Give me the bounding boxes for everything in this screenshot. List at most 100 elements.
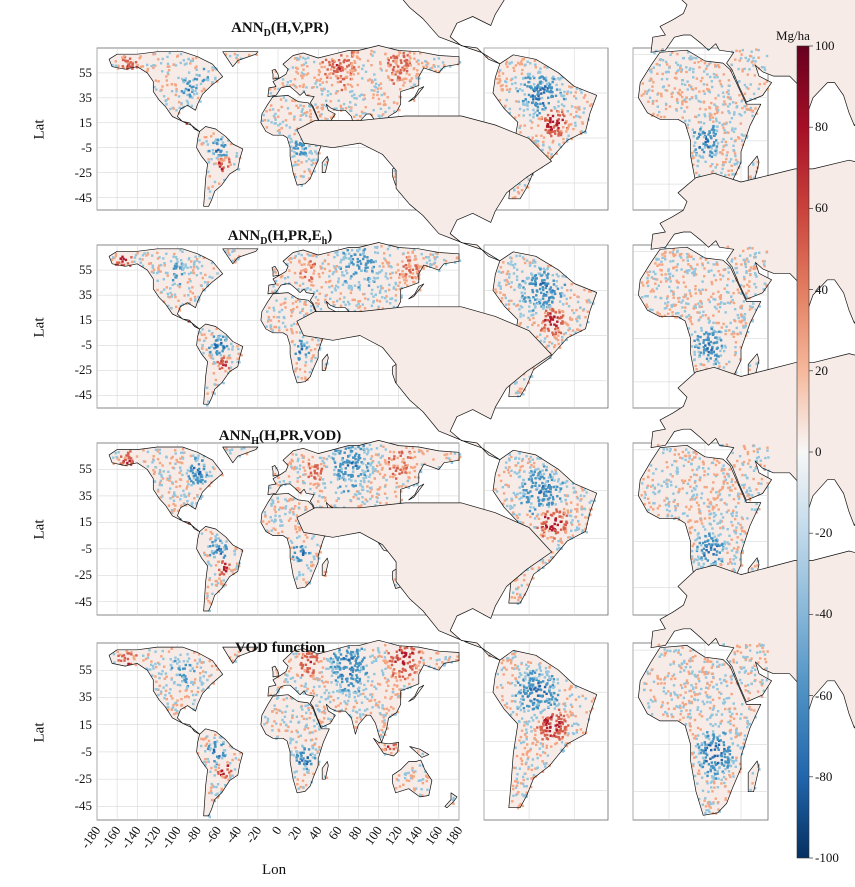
world-map-1-cell xyxy=(396,102,399,105)
world-map-2-cell xyxy=(327,253,330,256)
south-america-map-1-cell xyxy=(554,78,557,81)
africa-map-1-cell xyxy=(730,169,733,172)
world-map-2-cell xyxy=(218,367,222,370)
world-map-2-cell xyxy=(284,297,287,301)
africa-map-2-cell xyxy=(710,269,713,272)
world-map-1-cell xyxy=(116,67,120,70)
africa-map-1-cell xyxy=(721,167,724,171)
africa-map-1-cell xyxy=(738,80,741,83)
world-map-2-cell xyxy=(306,253,309,256)
world-map-1-cell xyxy=(344,107,348,110)
south-america-map-1-cell xyxy=(558,78,561,81)
world-map-1-cell xyxy=(297,163,300,166)
world-map-3-cell xyxy=(402,458,405,461)
world-map-2-cell xyxy=(227,348,230,351)
world-map-2-cell xyxy=(413,248,416,251)
world-map-1-cell xyxy=(312,86,315,89)
south-america-map-2-cell xyxy=(540,305,543,308)
south-america-map-2-cell xyxy=(548,306,551,309)
world-map-3-cell xyxy=(305,508,308,511)
world-map-2-cell xyxy=(227,252,230,255)
africa-map-1-cell xyxy=(713,103,716,106)
world-map-2-cell xyxy=(408,269,411,272)
africa-map-1-cell xyxy=(753,176,756,179)
africa-map-2-cell xyxy=(740,292,743,295)
world-map-3-cell xyxy=(265,529,268,532)
world-map-3-cell xyxy=(376,470,380,473)
world-map-2-cell xyxy=(299,269,303,273)
world-map-2-cell xyxy=(305,346,309,349)
africa-map-1-cell xyxy=(695,57,698,60)
world-map-2-cell xyxy=(175,305,178,308)
world-map-1-cell xyxy=(202,67,206,71)
world-map-2-cell xyxy=(317,272,321,276)
africa-map-2-cell xyxy=(754,266,758,269)
south-america-map-2-cell xyxy=(549,291,553,294)
africa-map-2-cell xyxy=(726,284,729,287)
africa-map-1-cell xyxy=(724,103,727,106)
world-map-3-cell xyxy=(316,467,319,470)
world-map-2-cell xyxy=(174,274,177,277)
africa-map-2-cell xyxy=(687,327,691,330)
world-map-3-cell xyxy=(291,498,294,502)
south-america-map-2-cell xyxy=(508,273,511,276)
south-america-map-2-cell xyxy=(534,261,537,264)
world-map-2-cell xyxy=(195,274,199,277)
world-map-3-cell xyxy=(270,529,273,532)
world-map-2-cell xyxy=(358,284,362,287)
world-map-1-cell xyxy=(229,142,233,146)
world-map-1-cell xyxy=(350,85,354,88)
world-map-1-cell xyxy=(341,69,344,72)
world-map-1-cell xyxy=(154,64,157,67)
africa-map-2-cell xyxy=(712,341,715,345)
world-map-1-cell xyxy=(331,65,334,68)
world-map-3-cell xyxy=(294,519,298,522)
world-map-1-cell xyxy=(210,158,213,161)
world-map-2-cell xyxy=(338,266,341,269)
south-america-map-1-cell xyxy=(534,66,537,69)
south-america-map-1-cell xyxy=(550,153,553,156)
world-map-1-cell xyxy=(182,59,185,62)
world-map-3-cell xyxy=(292,513,295,516)
world-map-1-cell xyxy=(388,106,391,110)
africa-map-2-cell xyxy=(740,263,743,266)
world-map-1-cell xyxy=(430,66,434,70)
africa-map-2-cell xyxy=(704,314,707,317)
world-map-1-cell xyxy=(301,147,304,151)
world-map-2-cell xyxy=(370,304,374,307)
world-map-1-cell xyxy=(299,151,303,154)
world-map-3-cell xyxy=(354,461,357,464)
world-map-2-cell xyxy=(454,261,457,264)
africa-map-1-cell xyxy=(714,132,717,136)
world-map-1-cell xyxy=(225,154,228,157)
world-map-2-cell xyxy=(134,253,138,257)
africa-map-1-cell xyxy=(704,67,708,70)
africa-map-2-cell xyxy=(712,314,715,317)
south-america-map-1-cell xyxy=(520,72,524,75)
africa-map-2-cell xyxy=(742,324,745,328)
south-america-map-2-cell xyxy=(565,302,568,305)
south-america-map-2-cell xyxy=(555,273,558,276)
south-america-map-1-cell xyxy=(520,63,523,66)
world-map-1-outline-southAmerica xyxy=(196,126,244,207)
world-map-3-cell xyxy=(394,495,398,498)
africa-map-2-cell xyxy=(748,280,751,283)
world-map-3-cell xyxy=(196,480,199,483)
africa-map-2-cell xyxy=(664,258,667,261)
world-map-2-cell xyxy=(210,344,214,347)
world-map-2-cell xyxy=(377,305,380,308)
world-map-2-cell xyxy=(431,253,435,256)
world-map-2-cell xyxy=(444,263,448,266)
africa-map-2-cell xyxy=(728,302,732,305)
world-map-3-cell xyxy=(168,462,172,465)
south-america-map-2-outline-southAmerica xyxy=(492,251,598,398)
world-map-2-land-northAmerica xyxy=(109,248,223,329)
africa-map-2-cell xyxy=(641,296,644,299)
world-map-1-cell xyxy=(361,67,364,71)
africa-map-2-cell xyxy=(754,286,758,289)
south-america-map-1-cell xyxy=(531,101,535,104)
world-map-2-cell xyxy=(350,249,354,252)
world-map-1-cell xyxy=(433,57,436,61)
south-america-map-1-cell xyxy=(536,91,540,94)
world-map-1-cell xyxy=(305,73,308,76)
